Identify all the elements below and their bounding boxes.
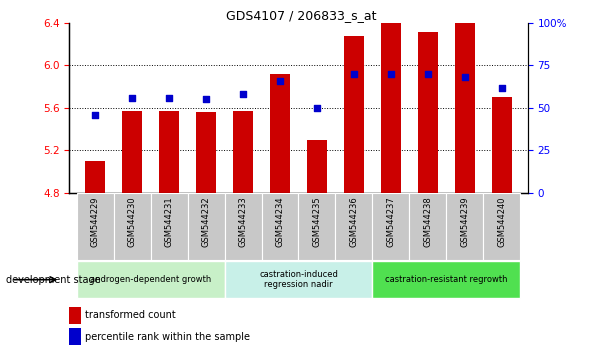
Bar	[373, 193, 409, 260]
Point	[127, 95, 137, 101]
Bar	[159, 111, 179, 193]
Bar	[307, 140, 327, 193]
Point	[312, 105, 322, 111]
Text: development stage: development stage	[6, 275, 101, 285]
Text: castration-induced
regression nadir: castration-induced regression nadir	[259, 270, 338, 289]
Bar	[344, 36, 364, 193]
Point	[238, 92, 248, 97]
Bar	[455, 0, 475, 193]
Text: GDS4107 / 206833_s_at: GDS4107 / 206833_s_at	[226, 9, 377, 22]
Text: GSM544230: GSM544230	[128, 196, 137, 247]
Text: GSM544233: GSM544233	[239, 196, 248, 247]
Text: GSM544235: GSM544235	[312, 196, 321, 247]
Bar	[196, 112, 216, 193]
Point	[349, 71, 359, 77]
Text: GSM544238: GSM544238	[423, 196, 432, 247]
Bar	[483, 193, 520, 260]
Text: androgen-dependent growth: androgen-dependent growth	[90, 275, 211, 284]
Text: GSM544237: GSM544237	[387, 196, 396, 247]
Bar	[224, 261, 373, 298]
Point	[460, 75, 470, 80]
Bar	[69, 307, 81, 324]
Point	[90, 112, 100, 118]
Bar	[262, 193, 298, 260]
Bar	[335, 193, 373, 260]
Bar	[69, 328, 81, 345]
Bar	[151, 193, 188, 260]
Bar	[373, 261, 520, 298]
Bar	[418, 32, 438, 193]
Point	[164, 95, 174, 101]
Bar	[270, 74, 290, 193]
Text: GSM544234: GSM544234	[276, 196, 285, 247]
Bar	[224, 193, 262, 260]
Text: GSM544239: GSM544239	[460, 196, 469, 247]
Point	[386, 71, 396, 77]
Bar	[188, 193, 224, 260]
Text: transformed count: transformed count	[86, 310, 176, 320]
Bar	[85, 161, 106, 193]
Text: castration-resistant regrowth: castration-resistant regrowth	[385, 275, 508, 284]
Bar	[77, 193, 114, 260]
Point	[423, 71, 433, 77]
Bar	[491, 97, 512, 193]
Text: GSM544229: GSM544229	[90, 196, 99, 247]
Point	[201, 97, 211, 102]
Bar	[298, 193, 335, 260]
Bar	[409, 193, 446, 260]
Point	[497, 85, 507, 90]
Bar	[380, 23, 401, 193]
Text: GSM544232: GSM544232	[201, 196, 210, 247]
Bar	[114, 193, 151, 260]
Text: GSM544240: GSM544240	[497, 196, 507, 247]
Text: percentile rank within the sample: percentile rank within the sample	[86, 332, 250, 342]
Bar	[233, 111, 253, 193]
Bar	[446, 193, 483, 260]
Bar	[122, 111, 142, 193]
Bar	[77, 261, 224, 298]
Text: GSM544231: GSM544231	[165, 196, 174, 247]
Point	[275, 78, 285, 84]
Text: GSM544236: GSM544236	[349, 196, 358, 247]
